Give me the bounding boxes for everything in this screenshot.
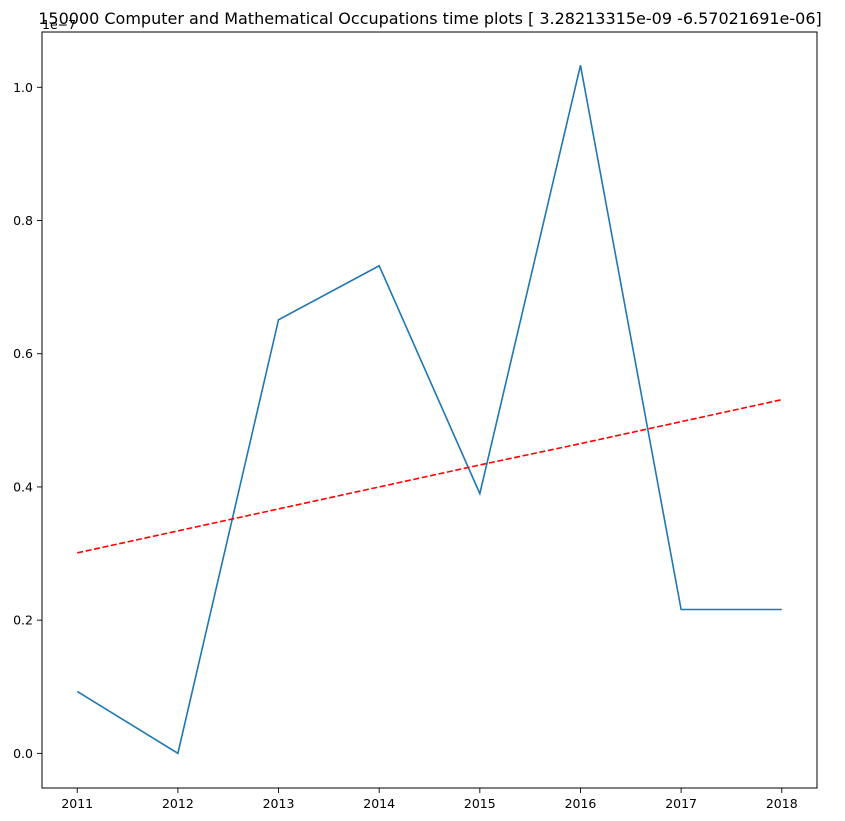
y-tick-label: 0.8 — [13, 213, 33, 228]
x-tick-label: 2018 — [766, 796, 798, 811]
y-tick-label: 0.4 — [13, 479, 33, 494]
x-tick-label: 2014 — [363, 796, 395, 811]
x-tick-label: 2017 — [665, 796, 697, 811]
axes-frame — [41, 31, 818, 789]
x-tick-label: 2012 — [162, 796, 194, 811]
x-tick-label: 2011 — [61, 796, 93, 811]
y-tick-label: 0.2 — [13, 613, 33, 628]
plot-area — [76, 65, 782, 755]
x-tick-label: 2016 — [565, 796, 597, 811]
x-tick-label: 2013 — [263, 796, 295, 811]
y-axis-offset-label: 1e−7 — [42, 17, 76, 32]
trend-line — [77, 398, 782, 554]
series-line — [76, 65, 782, 755]
chart-title: 150000 Computer and Mathematical Occupat… — [38, 9, 822, 28]
y-tick-label: 1.0 — [13, 80, 33, 95]
y-axis: 0.0 0.2 0.4 0.6 0.8 1.0 — [13, 80, 42, 761]
y-tick-label: 0.6 — [13, 346, 33, 361]
x-axis: 2011 2012 2013 2014 2015 2016 2017 2018 — [61, 788, 798, 811]
x-tick-label: 2015 — [464, 796, 496, 811]
y-tick-label: 0.0 — [13, 746, 33, 761]
